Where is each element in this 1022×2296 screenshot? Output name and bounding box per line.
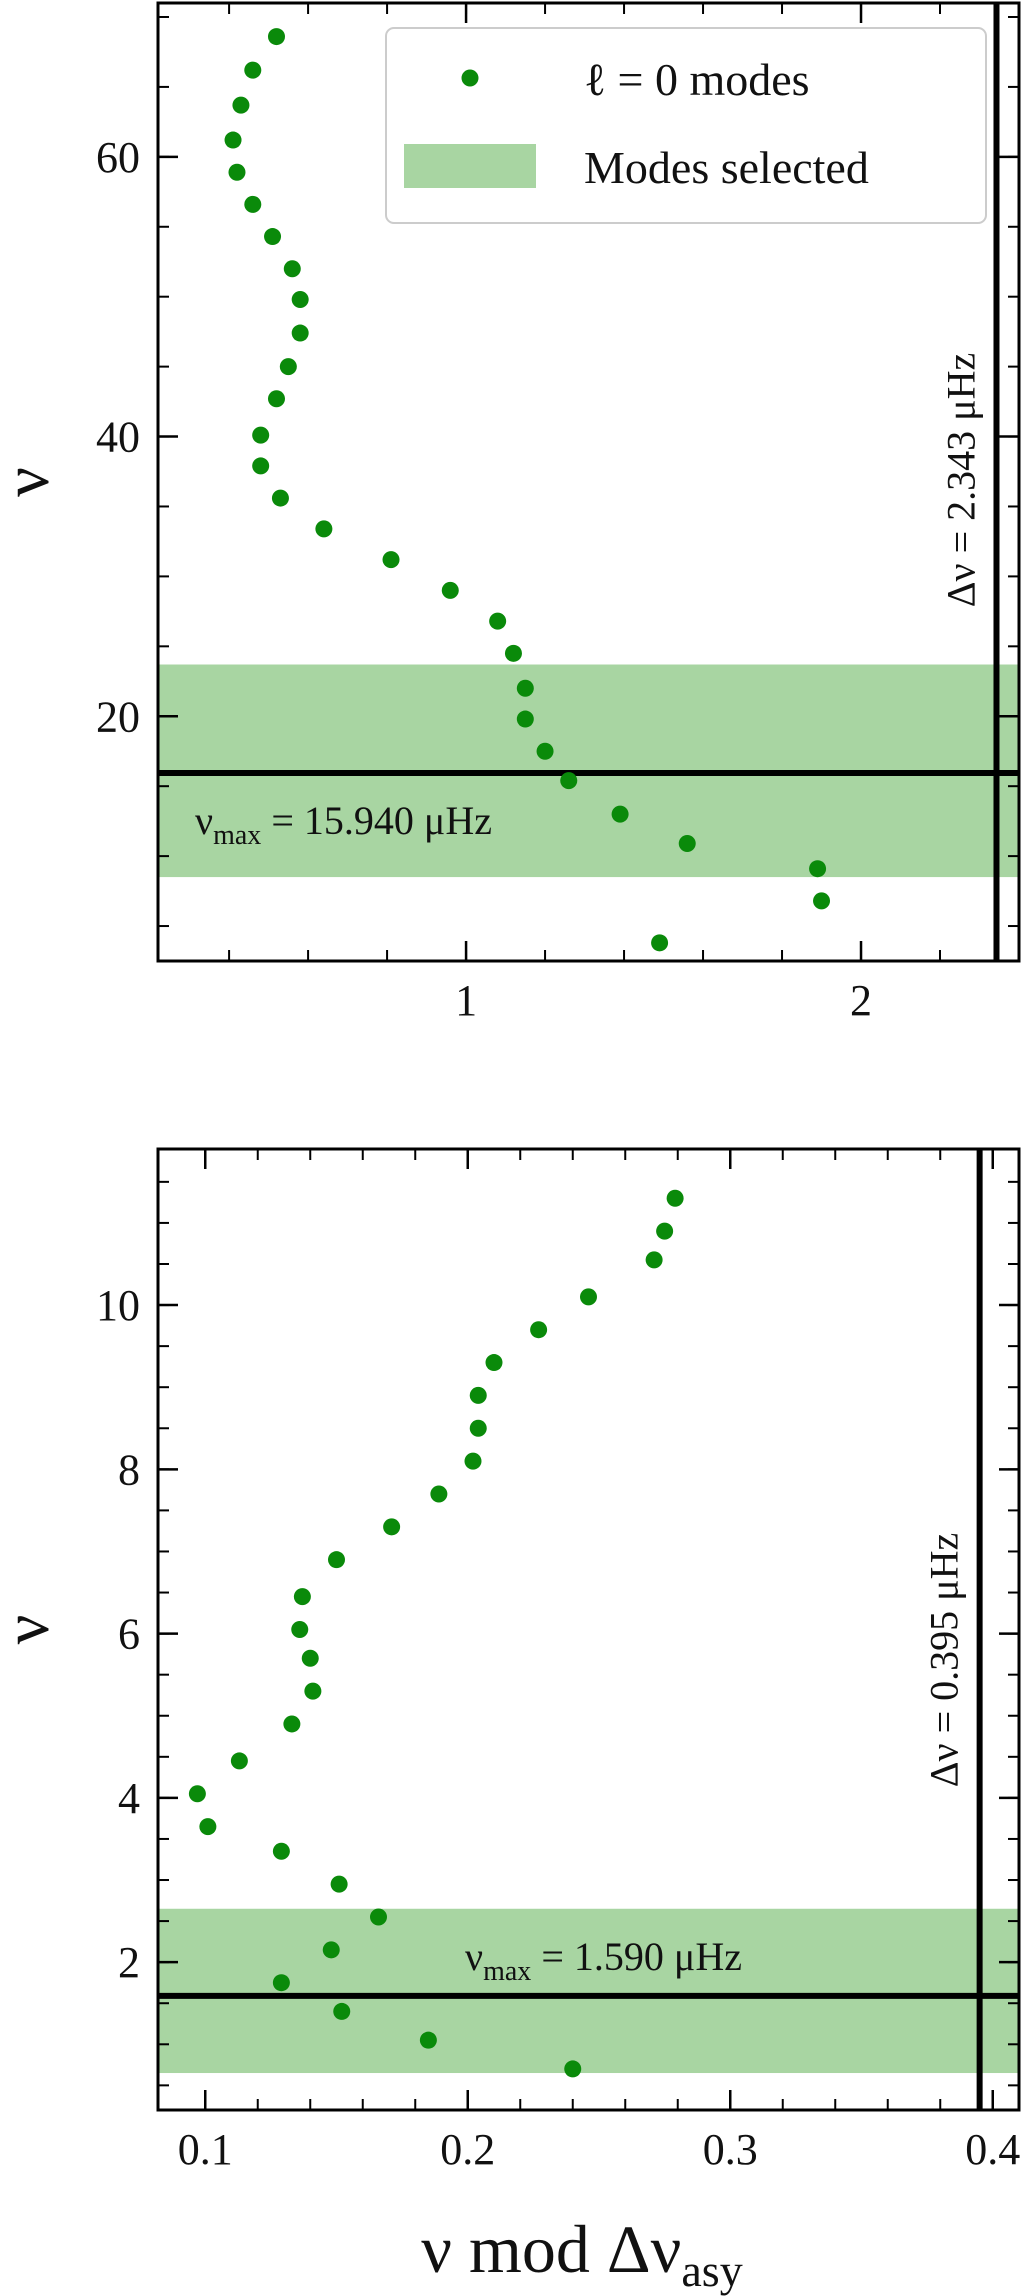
data-point [530,1321,548,1339]
x-tick-label: 0.3 [703,2125,758,2174]
y-tick-label: 10 [96,1281,140,1330]
shared-labels: ν mod Δνasy [421,2211,742,2296]
data-point [283,260,301,278]
y-tick-label: 8 [118,1445,140,1494]
legend: ℓ = 0 modes Modes selected [385,27,987,224]
x-tick-label: 1 [455,976,477,1025]
data-point [272,1842,290,1860]
data-point [279,358,297,376]
y-tick-label: 2 [118,1938,140,1987]
data-point [383,1518,401,1536]
data-point [469,1386,487,1404]
data-point [315,520,333,538]
data-point [516,710,534,728]
plot-frame [156,1147,1021,2112]
data-point [333,2002,351,2020]
y-tick-label: 6 [118,1610,140,1659]
data-point [678,835,696,853]
data-point [489,612,507,630]
x-axis-label-sub: asy [681,2245,742,2296]
data-point [651,934,669,952]
data-point [291,324,309,342]
dnu-label: Δν = 0.395 μHz [922,1533,967,1787]
data-point [330,1875,348,1893]
numax-label-value: = 15.940 μHz [261,798,492,843]
y-axis-label: ν [0,1615,63,1645]
data-point [199,1818,217,1836]
y-tick-label: 40 [96,413,140,462]
dnu-label: Δν = 2.343 μHz [938,353,983,607]
data-point [560,772,578,790]
y-axis-label: ν [0,467,63,497]
numax-label-symbol: ν [195,798,213,843]
data-point [293,1588,311,1606]
data-point [516,679,534,697]
data-point [252,426,270,444]
data-point [272,1974,290,1992]
legend-band-swatch [404,144,536,188]
data-point [188,1785,206,1803]
data-point [430,1485,448,1503]
y-tick-label: 60 [96,133,140,182]
data-point [230,1752,248,1770]
data-point [382,551,400,569]
data-point [611,805,629,823]
x-axis-label: ν mod Δνasy [421,2211,742,2296]
y-tick-label: 20 [96,692,140,741]
data-point [301,1649,319,1667]
legend-points-label: ℓ = 0 modes [584,54,810,105]
x-tick-label: 0.2 [440,2125,495,2174]
data-point [504,644,522,662]
data-point [291,1621,309,1638]
data-point [283,1715,301,1733]
numax-label: νmax = 1.590 μHz [465,1934,742,1987]
numax-label-sub: max [213,820,261,851]
data-point [370,1908,387,1926]
data-point [244,195,262,213]
x-tick-label: 0.4 [965,2125,1020,2174]
legend-point-marker [461,69,479,87]
numax-label: νmax = 15.940 μHz [195,798,492,851]
data-point [464,1452,482,1470]
data-point [304,1682,322,1700]
selected-modes-band [158,1908,1019,2074]
data-point [328,1551,345,1569]
legend-band-label: Modes selected [584,142,869,193]
data-point [267,28,285,46]
x-tick-label: 0.1 [178,2125,233,2174]
data-point [645,1251,663,1269]
numax-label-symbol: ν [465,1934,483,1979]
data-point [244,61,262,79]
data-point [271,489,289,507]
data-point [264,228,282,246]
data-point [485,1354,503,1372]
data-point [813,892,831,910]
data-point [228,163,246,181]
data-point [580,1288,597,1306]
x-axis-label-main: ν mod Δν [421,2211,681,2287]
data-point [224,131,242,149]
data-point [666,1189,684,1207]
x-tick-label: 2 [850,976,872,1025]
data-point [564,2060,582,2078]
data-point [291,290,309,308]
y-tick-label: 4 [118,1774,140,1823]
data-point [469,1419,487,1437]
data-point [536,742,554,760]
data-point [656,1222,674,1240]
plot-frame [156,1,1021,963]
data-point [267,390,285,408]
data-point [252,457,270,475]
data-point [322,1941,340,1959]
data-point [809,860,827,878]
numax-label-value: = 1.590 μHz [531,1934,742,1979]
numax-label-sub: max [483,1956,531,1987]
data-point [419,2031,437,2049]
data-point [441,581,459,599]
data-point [232,96,250,114]
